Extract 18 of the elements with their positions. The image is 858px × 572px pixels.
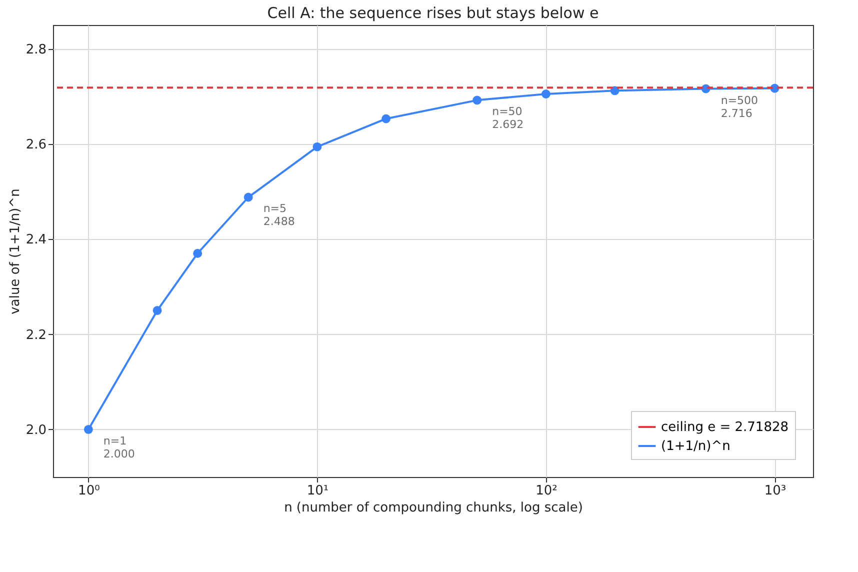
- y-tick-label: 2.6: [26, 137, 46, 152]
- y-tick-label: 2.2: [26, 328, 46, 343]
- annotation: n=500 2.716: [720, 94, 758, 120]
- x-tick-label: 10³: [764, 484, 786, 498]
- y-axis-title: value of (1+1/n)^n: [8, 188, 23, 314]
- chart-title: Cell A: the sequence rises but stays below e: [267, 4, 599, 22]
- y-tick-label: 2.0: [26, 422, 46, 438]
- y-tick-label: 2.8: [26, 42, 46, 58]
- x-tick-label: 10²: [536, 484, 558, 498]
- x-axis-title: n (number of compounding chunks, log scale): [284, 500, 583, 516]
- annotation: n=5 2.488: [263, 202, 295, 228]
- annotation: n=50 2.692: [492, 105, 524, 132]
- legend-label: (1+1/n)^n: [661, 439, 730, 454]
- x-tick-label: 10⁰: [78, 484, 100, 498]
- y-tick-label: 2.4: [26, 232, 46, 248]
- annotation: n=1 2.000: [103, 434, 135, 460]
- legend-label: ceiling e = 2.71828: [661, 420, 789, 435]
- x-tick-label: 10¹: [306, 484, 329, 498]
